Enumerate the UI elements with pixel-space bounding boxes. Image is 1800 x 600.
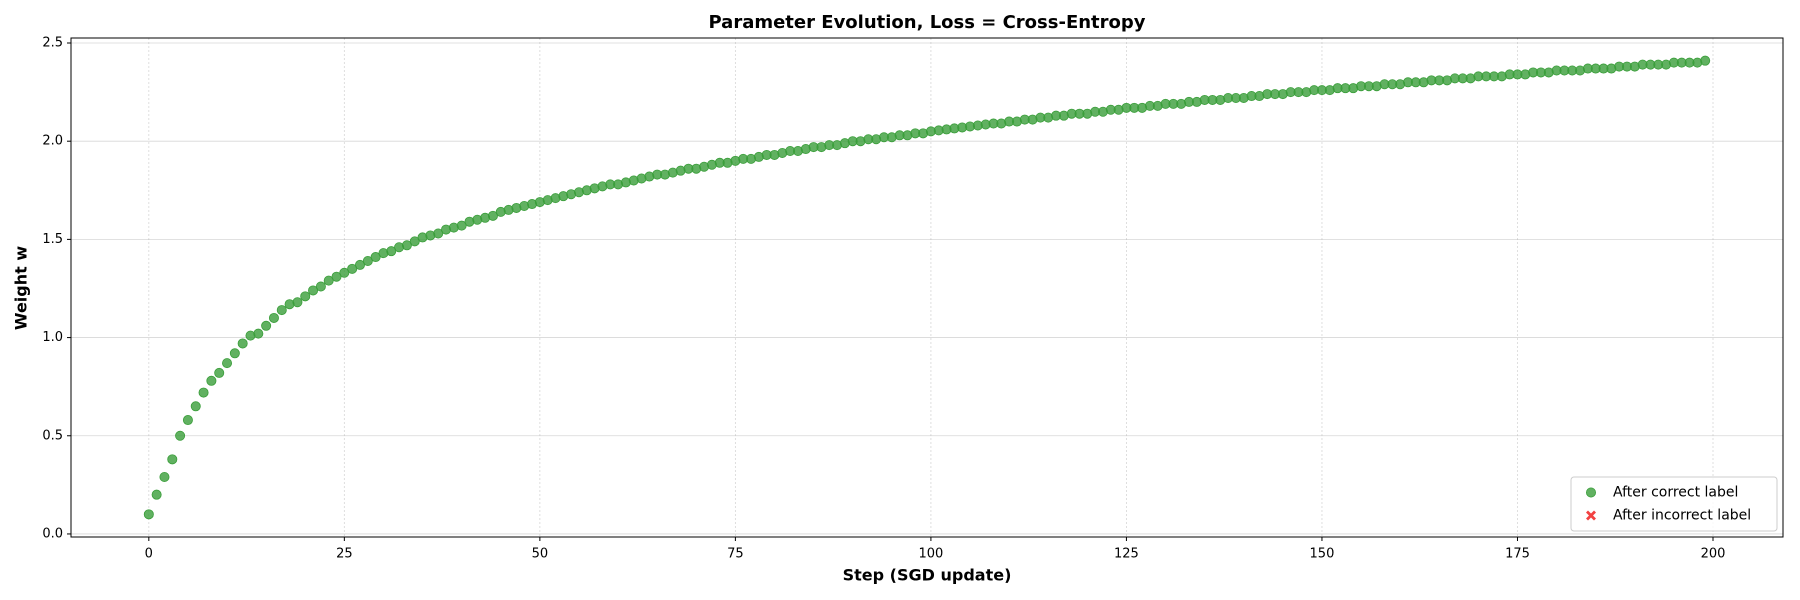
y-axis-label: Weight w xyxy=(12,246,31,330)
legend-box xyxy=(1570,476,1778,532)
data-point xyxy=(237,338,248,349)
y-tick-label: 1.5 xyxy=(42,232,63,247)
data-point xyxy=(229,348,240,359)
data-point xyxy=(182,415,193,426)
data-point xyxy=(175,430,186,441)
data-point xyxy=(386,246,397,257)
data-point xyxy=(315,281,326,292)
x-tick-label: 100 xyxy=(918,547,943,562)
y-tick-label: 2.0 xyxy=(42,134,63,149)
data-point xyxy=(401,240,412,251)
chart-title: Parameter Evolution, Loss = Cross-Entrop… xyxy=(708,12,1145,33)
data-point xyxy=(370,252,381,263)
x-tick-label: 75 xyxy=(727,547,744,562)
data-point xyxy=(456,220,467,231)
legend-label: After correct label xyxy=(1613,485,1738,501)
data-point xyxy=(261,320,272,331)
data-point xyxy=(151,489,162,500)
plot-marks xyxy=(143,55,1711,520)
data-point xyxy=(253,328,264,339)
legend-marker xyxy=(1586,487,1597,498)
data-point xyxy=(487,210,498,221)
data-point xyxy=(354,259,365,270)
y-tick-label: 1.0 xyxy=(42,330,63,345)
x-tick-label: 25 xyxy=(336,547,353,562)
x-tick-label: 125 xyxy=(1114,547,1139,562)
data-point xyxy=(300,291,311,302)
x-tick-label: 50 xyxy=(532,547,549,562)
data-point xyxy=(198,387,209,398)
x-tick-label: 175 xyxy=(1505,547,1530,562)
data-point xyxy=(159,472,170,483)
data-point xyxy=(339,267,350,278)
x-tick-label: 200 xyxy=(1701,547,1726,562)
plot-frame xyxy=(70,37,1784,538)
x-tick-label: 150 xyxy=(1310,547,1335,562)
data-point xyxy=(323,275,334,286)
legend-label: After incorrect label xyxy=(1613,508,1751,524)
data-point xyxy=(331,271,342,282)
x-tick-label: 0 xyxy=(145,547,153,562)
data-point xyxy=(347,263,358,274)
legend-marker xyxy=(1586,510,1596,521)
grid xyxy=(71,38,1783,537)
data-point xyxy=(190,401,201,412)
data-point xyxy=(206,375,217,386)
y-tick-label: 0.5 xyxy=(42,428,63,443)
data-point xyxy=(268,312,279,323)
data-point xyxy=(214,367,225,378)
data-point xyxy=(222,358,233,369)
data-point xyxy=(167,454,178,465)
legend: After correct label After incorrect label xyxy=(1570,476,1778,532)
data-point xyxy=(308,285,319,296)
data-point xyxy=(276,305,287,316)
data-point xyxy=(143,509,154,520)
y-tick-label: 2.5 xyxy=(42,36,63,51)
data-point xyxy=(362,255,373,266)
data-point xyxy=(409,236,420,247)
x-axis-label: Step (SGD update) xyxy=(843,566,1012,585)
data-point xyxy=(433,228,444,239)
y-tick-label: 0.0 xyxy=(42,526,63,541)
data-point xyxy=(292,297,303,308)
data-point xyxy=(1700,55,1711,66)
